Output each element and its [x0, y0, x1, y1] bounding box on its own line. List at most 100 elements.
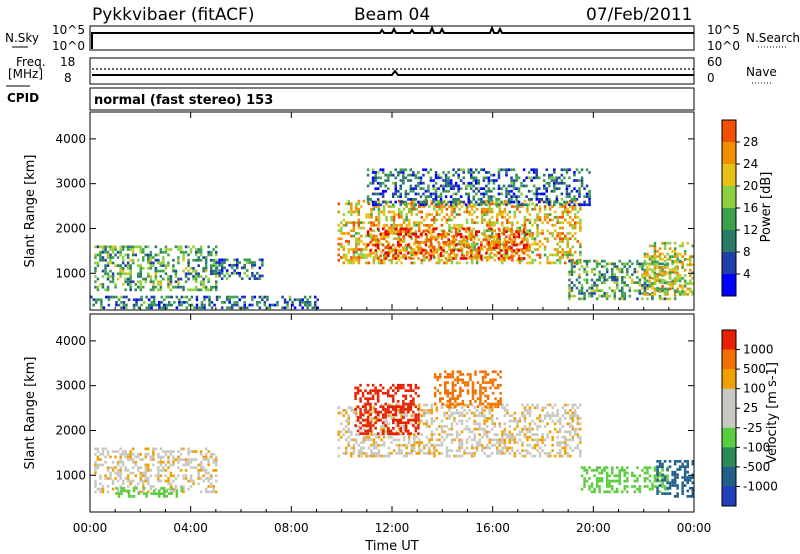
heatmap-cell	[402, 227, 405, 231]
heatmap-cell	[673, 276, 677, 280]
heatmap-cell	[418, 449, 421, 452]
heatmap-cell	[364, 424, 367, 427]
heatmap-cell	[372, 258, 376, 262]
heatmap-cell	[189, 485, 193, 488]
heatmap-cell	[527, 233, 531, 236]
heatmap-cell	[180, 486, 184, 490]
heatmap-cell	[448, 256, 451, 259]
heatmap-cell	[470, 403, 474, 407]
heatmap-cell	[432, 184, 435, 188]
heatmap-cell	[643, 466, 647, 469]
heatmap-cell	[137, 258, 140, 262]
heatmap-cell	[573, 284, 576, 287]
heatmap-cell	[355, 438, 358, 442]
heatmap-cell	[207, 463, 210, 467]
heatmap-cell	[387, 226, 391, 230]
heatmap-cell	[621, 278, 624, 282]
heatmap-cell	[447, 238, 450, 241]
heatmap-cell	[673, 266, 677, 269]
heatmap-cell	[96, 264, 100, 267]
heatmap-cell	[399, 227, 402, 231]
heatmap-cell	[580, 297, 584, 301]
heatmap-cell	[543, 215, 547, 219]
heatmap-cell	[452, 238, 455, 241]
heatmap-cell	[379, 176, 382, 180]
heatmap-cell	[286, 301, 289, 304]
heatmap-cell	[646, 255, 649, 258]
heatmap-cell	[548, 403, 552, 407]
heatmap-cell	[96, 487, 100, 491]
heatmap-cell	[407, 227, 410, 231]
heatmap-cell	[163, 298, 166, 302]
heatmap-cell	[531, 237, 534, 241]
heatmap-cell	[215, 253, 218, 257]
heatmap-cell	[121, 267, 125, 270]
heatmap-cell	[352, 409, 356, 412]
heatmap-cell	[149, 487, 153, 491]
heatmap-cell	[486, 443, 489, 447]
heatmap-cell	[340, 256, 343, 259]
heatmap-cell	[106, 245, 110, 249]
heatmap-cell	[501, 261, 504, 265]
heatmap-cell	[490, 246, 493, 250]
heatmap-cell	[555, 181, 559, 185]
heatmap-cell	[465, 403, 469, 407]
heatmap-cell	[147, 452, 150, 456]
heatmap-cell	[595, 289, 599, 293]
heatmap-cell	[350, 258, 353, 262]
heatmap-cell	[446, 381, 449, 384]
heatmap-cell	[347, 441, 350, 444]
heatmap-cell	[409, 394, 413, 398]
heatmap-cell	[482, 238, 486, 241]
heatmap-cell	[561, 226, 564, 230]
heatmap-cell	[643, 471, 647, 475]
heatmap-cell	[470, 430, 474, 434]
heatmap-cell	[475, 234, 479, 238]
heatmap-cell	[536, 253, 539, 257]
heatmap-cell	[579, 245, 582, 249]
heatmap-cell	[621, 289, 624, 293]
heatmap-cell	[496, 446, 499, 450]
heatmap-cell	[490, 200, 493, 204]
heatmap-cell	[492, 173, 496, 177]
heatmap-cell	[366, 168, 370, 172]
heatmap-cell	[417, 426, 420, 430]
heatmap-cell	[616, 284, 619, 287]
heatmap-cell	[347, 430, 350, 434]
heatmap-cell	[390, 452, 393, 455]
heatmap-cell	[500, 192, 503, 196]
heatmap-cell	[164, 469, 168, 472]
heatmap-cell	[414, 421, 418, 425]
heatmap-cell	[497, 233, 501, 236]
heatmap-cell	[410, 250, 413, 254]
heatmap-cell	[197, 248, 200, 251]
heatmap-cell	[459, 386, 462, 390]
heatmap-cell	[521, 430, 524, 434]
heatmap-cell	[419, 181, 423, 185]
heatmap-cell	[407, 410, 410, 414]
heatmap-cell	[370, 207, 373, 211]
heatmap-cell	[626, 466, 629, 469]
heatmap-cell	[357, 207, 361, 211]
heatmap-cell	[429, 241, 433, 244]
heatmap-cell	[578, 187, 581, 190]
heatmap-cell	[558, 215, 562, 219]
heatmap-cell	[541, 438, 544, 442]
heatmap-cell	[616, 474, 619, 478]
heatmap-cell	[482, 187, 486, 190]
heatmap-cell	[486, 210, 489, 214]
heatmap-cell	[397, 213, 401, 216]
heatmap-cell	[483, 430, 486, 434]
heatmap-cell	[99, 258, 102, 262]
heatmap-cell	[543, 452, 547, 455]
heatmap-cell	[342, 224, 345, 227]
heatmap-cell	[355, 210, 358, 214]
heatmap-cell	[340, 221, 343, 224]
heatmap-cell	[263, 303, 267, 307]
heatmap-cell	[355, 207, 358, 211]
heatmap-cell	[643, 293, 647, 296]
heatmap-cell	[538, 245, 542, 249]
heatmap-cell	[480, 246, 483, 250]
